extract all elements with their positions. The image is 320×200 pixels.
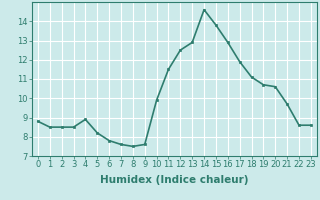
- X-axis label: Humidex (Indice chaleur): Humidex (Indice chaleur): [100, 175, 249, 185]
